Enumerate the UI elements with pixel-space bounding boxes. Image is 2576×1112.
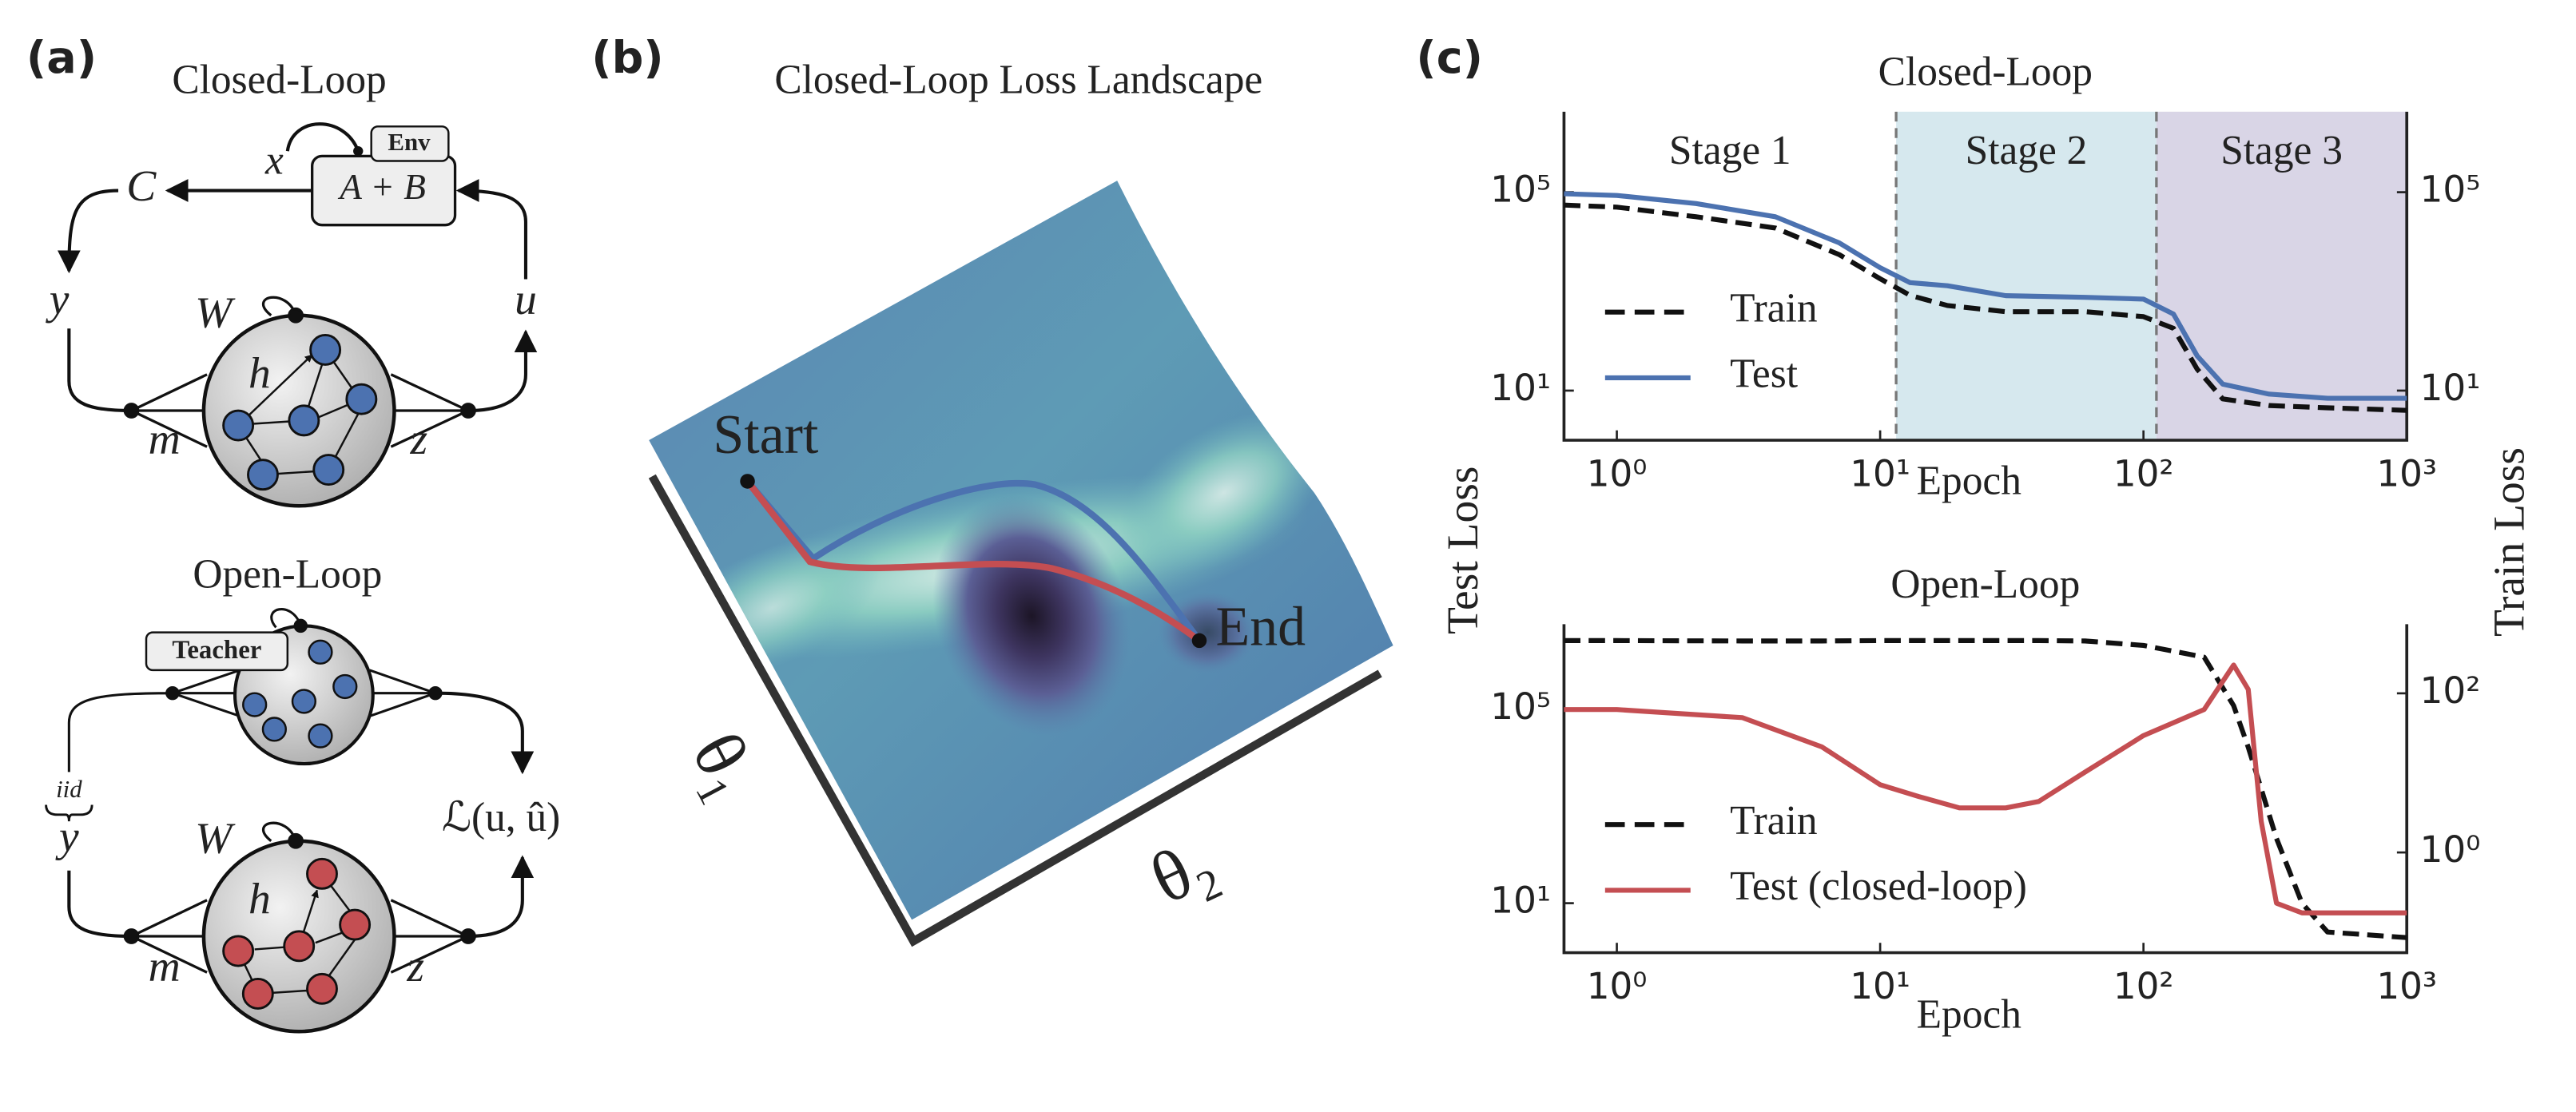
loss-label: ℒ(u, û) (442, 795, 560, 840)
y-tick-label: 10⁵ (1490, 685, 1551, 728)
network (123, 296, 476, 508)
y2-tick-label: 10¹ (2420, 367, 2481, 409)
start-point (740, 474, 755, 489)
arrow (467, 855, 535, 939)
panel-a: (a) Closed-Loop A + B Env x C y u W h m … (26, 32, 560, 1034)
series-line (1564, 202, 2407, 413)
stage-region (1564, 111, 1897, 441)
stage-label: Stage 1 (1669, 128, 1791, 173)
x-tick-label: 10⁰ (1587, 965, 1648, 1007)
axes (648, 474, 1382, 947)
y-tick-label: 10¹ (1490, 367, 1551, 409)
controller-label: C (126, 162, 157, 211)
arrow (57, 189, 119, 274)
z-label: z (410, 415, 428, 464)
arrow (455, 179, 528, 280)
x-tick-label: 10¹ (1850, 452, 1910, 494)
start-label: Start (713, 404, 819, 466)
x-tick-label: 10¹ (1850, 965, 1910, 1007)
legend-label: Test (1730, 351, 1798, 397)
y-tick-label: 10¹ (1490, 880, 1551, 922)
panel-label: (a) (26, 32, 97, 84)
theta2-label: θ₂ (1139, 821, 1227, 919)
subtitle: Open-Loop (193, 552, 382, 598)
right-axis-label: Train Loss (2486, 447, 2534, 637)
legend-label: Test (closed-loop) (1730, 864, 2027, 909)
trajectory-closed (745, 479, 1203, 643)
network (123, 821, 476, 1034)
axis-spines (1562, 624, 2409, 955)
brace (45, 804, 93, 822)
legend-label: Train (1730, 285, 1817, 331)
w-label: W (195, 289, 236, 338)
loop-arc (285, 122, 360, 152)
x-axis-label: Epoch (1917, 458, 2022, 503)
panel-b: (b) Closed-Loop Loss Landscape Start End… (591, 32, 1393, 947)
plant-label: A + B (337, 167, 426, 207)
y2-tick-label: 10⁵ (2420, 169, 2481, 211)
x-axis-label: Epoch (1917, 992, 2022, 1038)
end-label: End (1216, 597, 1306, 658)
series-line (1564, 662, 2407, 915)
loss-surface (649, 181, 1393, 920)
m-label: m (149, 943, 181, 991)
teacher-tag (145, 631, 289, 672)
teacher-label: Teacher (172, 636, 261, 665)
x-tick-label: 10² (2113, 452, 2174, 494)
legend-label: Train (1730, 798, 1817, 844)
panel-label: (c) (1416, 32, 1483, 84)
series-line (1564, 637, 2407, 940)
y2-tick-label: 10⁰ (2420, 828, 2481, 871)
panel-label: (b) (591, 32, 663, 84)
chart-title: Open-Loop (1890, 562, 2080, 607)
theta1-label: θ₁ (677, 720, 776, 811)
x-tick-label: 10³ (2376, 965, 2437, 1007)
y-tick-label: 10⁵ (1490, 169, 1551, 211)
env-tag (370, 125, 450, 162)
chart-title: Closed-Loop (1878, 49, 2093, 94)
iid-label: iid (56, 776, 82, 803)
h-label: h (248, 876, 271, 924)
u-label: u (515, 276, 537, 324)
panel-title: Closed-Loop Loss Landscape (774, 58, 1262, 103)
w-label: W (195, 815, 236, 864)
panel-c: (c) Test Loss Train Loss Stage 1 Stage 2 S… (1416, 32, 2534, 1037)
x-tick-label: 10² (2113, 965, 2174, 1007)
wire (67, 870, 132, 939)
stage-region (1896, 111, 2157, 441)
y-label: y (55, 812, 79, 861)
x-tick-label: 10⁰ (1587, 452, 1648, 494)
arrow (467, 329, 538, 413)
teacher-network (67, 608, 535, 775)
x-label: x (264, 137, 284, 183)
series-line (1564, 191, 2407, 401)
y2-tick-label: 10² (2420, 669, 2481, 712)
stage-label: Stage 3 (2220, 128, 2343, 173)
dot (353, 145, 364, 157)
z-label: z (406, 943, 424, 991)
wire (67, 328, 132, 413)
env-label: Env (388, 129, 431, 156)
axis-spines (1562, 111, 2409, 442)
y-label: y (46, 276, 70, 324)
h-label: h (248, 350, 271, 399)
m-label: m (149, 415, 181, 464)
stage-label: Stage 2 (1966, 128, 2088, 173)
end-point (1191, 633, 1207, 649)
left-axis-label: Test Loss (1439, 467, 1488, 634)
stage-region (2156, 111, 2407, 441)
subtitle: Closed-Loop (172, 58, 386, 103)
x-tick-label: 10³ (2376, 452, 2437, 494)
trajectory-open (745, 479, 1202, 644)
